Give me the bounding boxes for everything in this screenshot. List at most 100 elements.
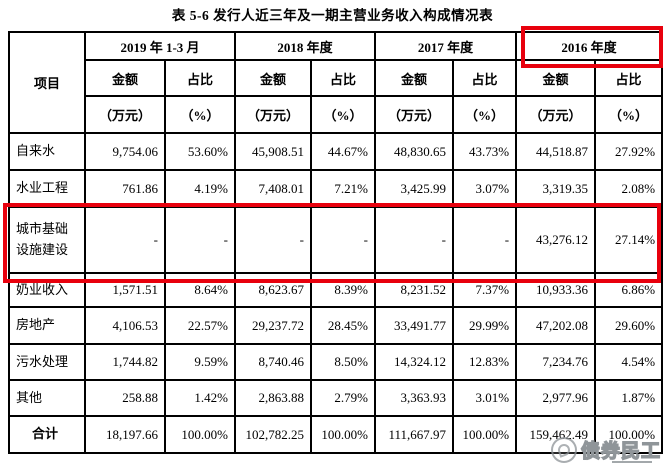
amount-cell: 44,518.87 <box>515 132 597 171</box>
row-label: 污水处理 <box>8 343 86 381</box>
header-ratio-unit: （%） <box>309 95 377 134</box>
row-label: 其他 <box>8 379 86 417</box>
ratio-cell: 1.87% <box>594 379 664 417</box>
column-header-2016: 2016 年度 <box>515 31 664 61</box>
ratio-cell: 29.60% <box>594 306 664 345</box>
table-row-urban-infrastructure: 城市基础 设施建设 - - - - - - 43,276.12 27.14% <box>8 206 664 274</box>
amount-cell: 111,667.97 <box>374 415 455 454</box>
header-ratio-unit: （%） <box>164 95 236 134</box>
ratio-cell: 8.39% <box>309 272 377 308</box>
table-row-dairy: 奶业收入 1,571.51 8.64% 8,623.67 8.39% 8,231… <box>8 272 664 308</box>
table-row-total: 合计 18,197.66 100.00% 102,782.25 100.00% … <box>8 415 664 454</box>
row-label: 城市基础 设施建设 <box>8 206 86 274</box>
table-header-units: （万元） （%） （万元） （%） （万元） （%） （万元） （%） <box>9 95 664 134</box>
ratio-cell: 1.42% <box>164 379 236 417</box>
amount-cell: 3,363.93 <box>374 379 455 417</box>
row-label: 水业工程 <box>8 169 86 208</box>
ratio-cell: 3.07% <box>452 169 518 208</box>
table-header-years: 项目 2019 年 1-3 月 2018 年度 2017 年度 2016 年度 <box>8 31 664 134</box>
ratio-cell: 4.54% <box>594 343 664 381</box>
ratio-cell: - <box>309 206 377 274</box>
amount-cell: 258.88 <box>84 379 166 417</box>
header-ratio: 占比 <box>594 59 664 97</box>
ratio-cell: 27.14% <box>594 206 664 274</box>
column-header-item: 项目 <box>8 31 86 134</box>
ratio-cell: 100.00% <box>594 415 664 454</box>
amount-cell: - <box>374 206 455 274</box>
header-amount-unit: （万元） <box>84 95 166 134</box>
header-amount: 金额 <box>234 59 312 97</box>
table-row-other: 其他 258.88 1.42% 2,863.88 2.79% 3,363.93 … <box>8 379 664 417</box>
ratio-cell: 43.73% <box>452 132 518 171</box>
amount-cell: 2,863.88 <box>234 379 312 417</box>
amount-cell: 9,754.06 <box>84 132 166 171</box>
ratio-cell: 12.83% <box>452 343 518 381</box>
ratio-cell: 4.19% <box>164 169 236 208</box>
ratio-cell: 100.00% <box>164 415 236 454</box>
amount-cell: 33,491.77 <box>374 306 455 345</box>
header-amount: 金额 <box>84 59 166 97</box>
ratio-cell: 28.45% <box>309 306 377 345</box>
amount-cell: 1,571.51 <box>84 272 166 308</box>
column-header-2018: 2018 年度 <box>233 31 377 61</box>
amount-cell: 43,276.12 <box>515 206 597 274</box>
ratio-cell: 8.50% <box>309 343 377 381</box>
header-ratio: 占比 <box>309 59 377 97</box>
ratio-cell: 53.60% <box>164 132 236 171</box>
amount-cell: 1,744.82 <box>84 343 166 381</box>
table-row-sewage: 污水处理 1,744.82 9.59% 8,740.46 8.50% 14,32… <box>8 343 664 381</box>
ratio-cell: 2.79% <box>309 379 377 417</box>
amount-cell: 8,231.52 <box>374 272 455 308</box>
amount-cell: 48,830.65 <box>374 132 455 171</box>
amount-cell: 29,237.72 <box>234 306 312 345</box>
ratio-cell: 7.37% <box>452 272 518 308</box>
header-amount-unit: （万元） <box>374 95 455 134</box>
header-ratio: 占比 <box>164 59 236 97</box>
watermark-underline <box>612 461 652 463</box>
row-label: 自来水 <box>8 132 86 171</box>
amount-cell: 14,324.12 <box>374 343 455 381</box>
ratio-cell: - <box>452 206 518 274</box>
revenue-table: 项目 2019 年 1-3 月 2018 年度 2017 年度 2016 年度 … <box>8 31 664 454</box>
ratio-cell: - <box>164 206 236 274</box>
header-amount-unit: （万元） <box>515 95 597 134</box>
amount-cell: 47,202.08 <box>515 306 597 345</box>
amount-cell: 3,425.99 <box>374 169 455 208</box>
ratio-cell: 44.67% <box>309 132 377 171</box>
ratio-cell: 3.01% <box>452 379 518 417</box>
ratio-cell: 2.08% <box>594 169 664 208</box>
ratio-cell: 6.86% <box>594 272 664 308</box>
amount-cell: 8,740.46 <box>234 343 312 381</box>
header-amount: 金额 <box>515 59 597 97</box>
table-row-water-engineering: 水业工程 761.86 4.19% 7,408.01 7.21% 3,425.9… <box>8 169 664 208</box>
ratio-cell: 100.00% <box>309 415 377 454</box>
table-row-tap-water: 自来水 9,754.06 53.60% 45,908.51 44.67% 48,… <box>8 132 664 171</box>
ratio-cell: 9.59% <box>164 343 236 381</box>
header-amount-unit: （万元） <box>234 95 312 134</box>
table-row-real-estate: 房地产 4,106.53 22.57% 29,237.72 28.45% 33,… <box>8 306 664 345</box>
amount-cell: 3,319.35 <box>515 169 597 208</box>
amount-cell: 7,234.76 <box>515 343 597 381</box>
row-label: 奶业收入 <box>8 272 86 308</box>
column-header-2017: 2017 年度 <box>374 31 518 61</box>
amount-cell: 159,462.49 <box>515 415 597 454</box>
amount-cell: 4,106.53 <box>84 306 166 345</box>
ratio-cell: 100.00% <box>452 415 518 454</box>
row-label: 合计 <box>8 415 86 454</box>
amount-cell: 2,977.96 <box>515 379 597 417</box>
page-title: 表 5-6 发行人近三年及一期主营业务收入构成情况表 <box>171 8 494 23</box>
header-ratio-unit: （%） <box>594 95 664 134</box>
amount-cell: 10,933.36 <box>515 272 597 308</box>
ratio-cell: 8.64% <box>164 272 236 308</box>
amount-cell: 45,908.51 <box>234 132 312 171</box>
amount-cell: - <box>84 206 166 274</box>
ratio-cell: 22.57% <box>164 306 236 345</box>
ratio-cell: 27.92% <box>594 132 664 171</box>
amount-cell: 7,408.01 <box>234 169 312 208</box>
header-amount: 金额 <box>374 59 455 97</box>
amount-cell: 18,197.66 <box>84 415 166 454</box>
ratio-cell: 29.99% <box>452 306 518 345</box>
header-ratio: 占比 <box>452 59 518 97</box>
row-label: 房地产 <box>8 306 86 345</box>
